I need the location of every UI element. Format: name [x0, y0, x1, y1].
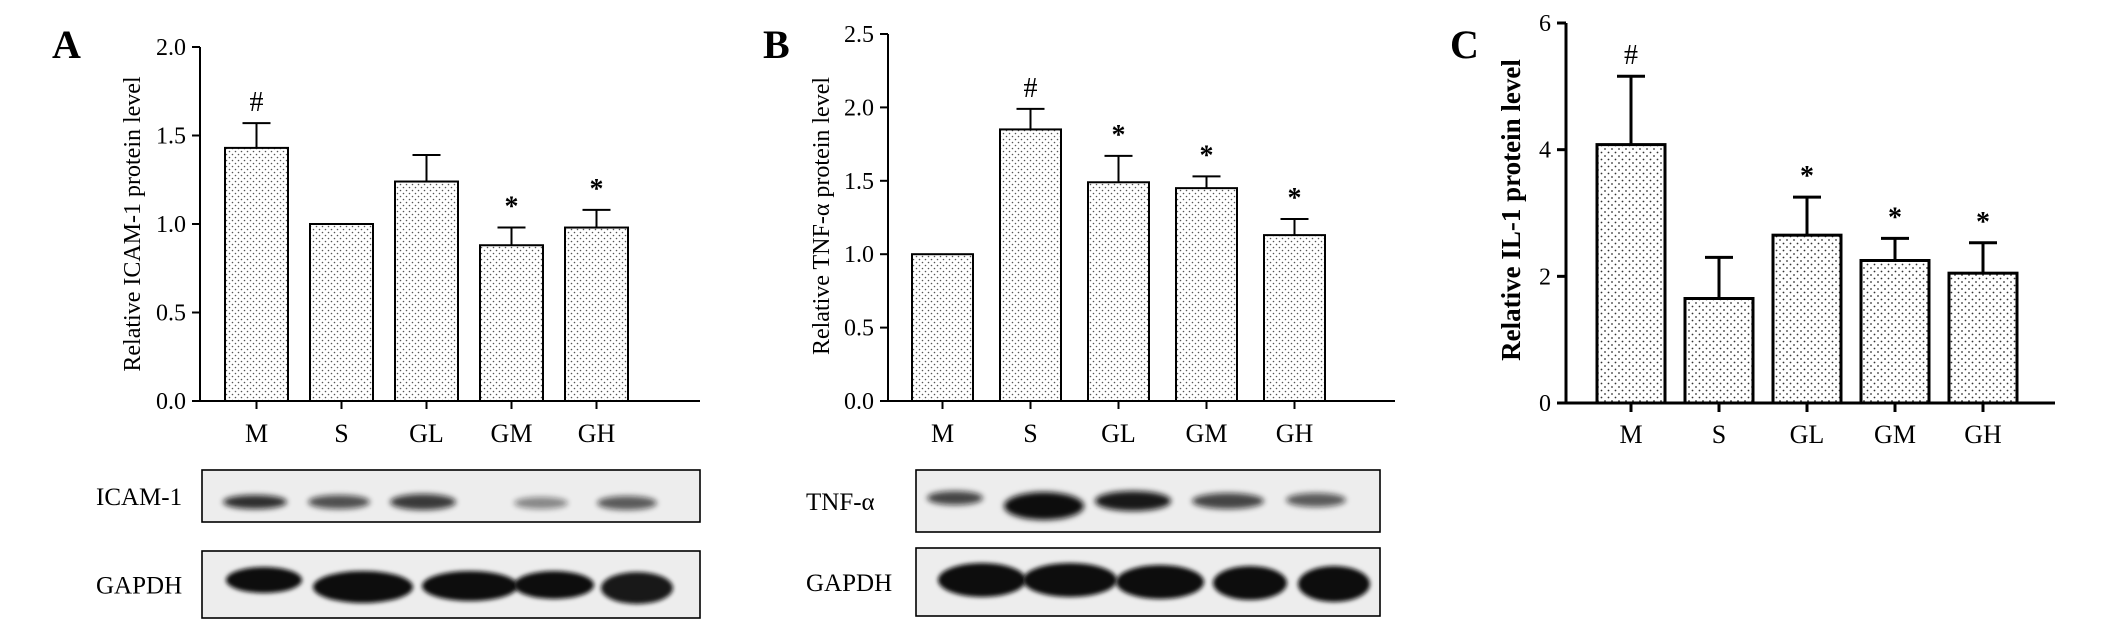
- blot-label: GAPDH: [806, 570, 892, 597]
- category-label: M: [1619, 420, 1642, 449]
- y-tick-label: 2.5: [844, 22, 874, 48]
- category-label: GH: [1964, 420, 2002, 449]
- significance-star: *: [1800, 161, 1814, 192]
- category-label: GM: [1186, 419, 1228, 448]
- y-tick-label: 2.0: [844, 95, 874, 121]
- blot-band: [597, 496, 657, 510]
- panel-letter: A: [52, 22, 81, 67]
- significance-star: *: [1288, 183, 1302, 214]
- blot-band: [1286, 493, 1346, 507]
- significance-star: *: [505, 192, 519, 223]
- category-label: GL: [1101, 419, 1136, 448]
- y-tick-label: 2: [1539, 264, 1551, 290]
- bar: [999, 128, 1062, 402]
- bar: [1263, 234, 1326, 402]
- category-label: M: [245, 419, 268, 448]
- western-blot-gapdh: GAPDH: [806, 547, 1381, 617]
- bar: [1947, 271, 2019, 405]
- bar: [1859, 259, 1931, 405]
- bar: [224, 146, 289, 402]
- y-tick-label: 4: [1539, 138, 1551, 164]
- blot-band: [1192, 493, 1264, 509]
- bar: [479, 244, 544, 402]
- significance-hash: #: [250, 87, 264, 118]
- y-tick-label: 0.5: [156, 301, 186, 327]
- blot-band: [927, 491, 983, 505]
- blot-band: [601, 572, 673, 604]
- y-tick-label: 0.0: [844, 389, 874, 415]
- blot-band: [390, 494, 456, 510]
- significance-star: *: [1976, 207, 1990, 238]
- category-label: GL: [1790, 420, 1825, 449]
- y-tick-label: 0: [1539, 391, 1551, 417]
- blot-band: [308, 495, 370, 509]
- bar: [394, 180, 459, 402]
- category-label: GH: [578, 419, 616, 448]
- significance-star: *: [1888, 202, 1902, 233]
- y-tick-label: 6: [1539, 11, 1551, 37]
- y-tick-label: 0.5: [844, 316, 874, 342]
- blot-band: [514, 497, 568, 509]
- bar: [309, 223, 374, 402]
- blot-frame: [201, 469, 701, 523]
- blot-label: GAPDH: [96, 573, 182, 600]
- panel-letter: B: [763, 22, 790, 67]
- blot-band: [422, 571, 518, 601]
- blot-band: [1095, 491, 1171, 511]
- blot-band: [514, 571, 594, 599]
- blot-band: [1116, 565, 1204, 599]
- y-axis-label: Relative TNF-α protein level: [809, 77, 835, 355]
- y-tick-label: 1.5: [156, 124, 186, 150]
- blot-band: [1213, 566, 1287, 600]
- blot-band: [226, 567, 302, 593]
- blot-band: [223, 495, 287, 509]
- y-tick-label: 1.0: [844, 242, 874, 268]
- category-label: S: [1712, 420, 1726, 449]
- significance-star: *: [1112, 120, 1126, 151]
- category-label: GH: [1276, 419, 1314, 448]
- bar: [1683, 297, 1755, 405]
- blot-band: [313, 571, 413, 603]
- y-tick-label: 0.0: [156, 389, 186, 415]
- category-label: M: [931, 419, 954, 448]
- panel-a: A 0.0 0.5 1.0 1.5 2.0 Relative ICAM-1 protein …: [52, 22, 701, 619]
- significance-star: *: [590, 174, 604, 205]
- blot-label: ICAM-1: [96, 484, 182, 511]
- y-tick-label: 1.5: [844, 169, 874, 195]
- blot-band: [1298, 566, 1370, 602]
- category-label: S: [334, 419, 348, 448]
- bar: [1087, 181, 1150, 402]
- category-label: S: [1023, 419, 1037, 448]
- y-tick-label: 1.0: [156, 212, 186, 238]
- y-tick-label: 2.0: [156, 35, 186, 61]
- bar: [911, 253, 974, 402]
- western-blot-gapdh: GAPDH: [96, 550, 701, 619]
- blot-band: [1023, 563, 1117, 597]
- panel-letter: C: [1450, 22, 1479, 67]
- significance-hash: #: [1024, 73, 1038, 104]
- western-blot-target: ICAM-1: [96, 469, 701, 523]
- bar: [1771, 233, 1843, 405]
- blot-band: [1004, 492, 1084, 520]
- bar: [564, 226, 629, 402]
- blot-band: [938, 563, 1026, 597]
- y-axis-label: Relative IL-1 protein level: [1496, 59, 1526, 361]
- significance-hash: #: [1624, 40, 1638, 71]
- bar: [1175, 187, 1238, 402]
- category-label: GM: [1874, 420, 1916, 449]
- panel-c: C 0 2 4 6 Relative IL-1 protein level # M S * GL * G…: [1450, 11, 2055, 449]
- category-label: GM: [491, 419, 533, 448]
- blot-label: TNF-α: [806, 489, 875, 516]
- panel-b: B 0.0 0.5 1.0 1.5 2.0 2.5 Relative TNF-α protei…: [763, 22, 1395, 617]
- y-axis-label: Relative ICAM-1 protein level: [120, 76, 146, 372]
- category-label: GL: [409, 419, 444, 448]
- western-blot-target: TNF-α: [806, 469, 1381, 533]
- significance-star: *: [1200, 140, 1214, 171]
- bar: [1595, 143, 1667, 405]
